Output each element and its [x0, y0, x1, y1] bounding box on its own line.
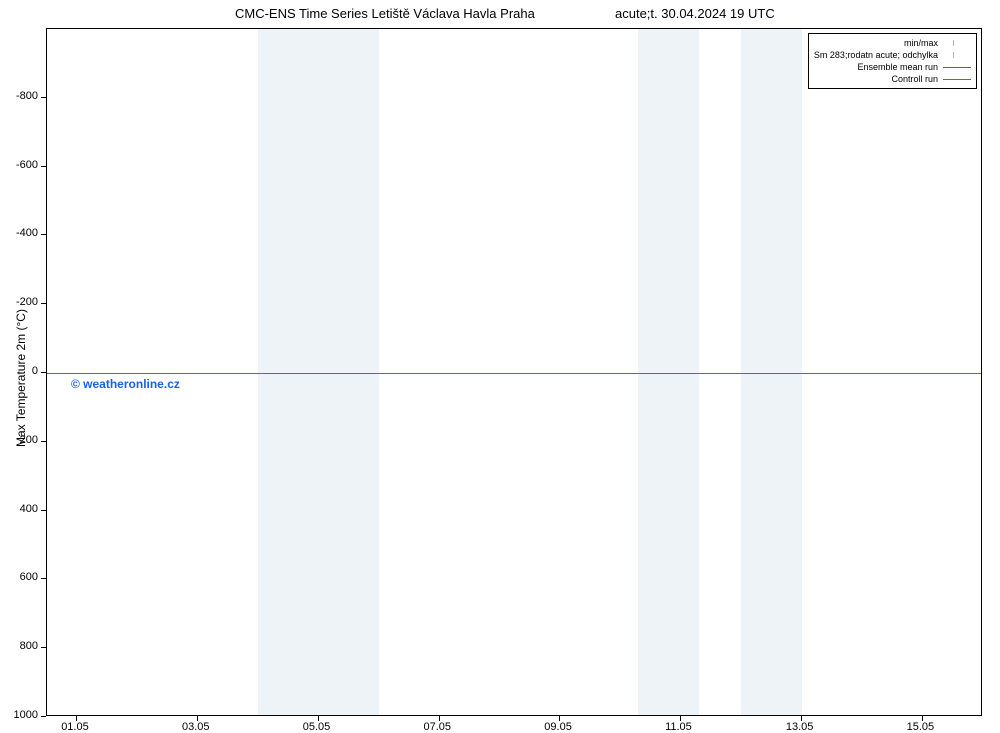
y-tick-label: -800 [16, 90, 38, 102]
x-tick-label: 15.05 [907, 721, 935, 733]
legend: min/max Sm 283;rodatn acute; odchylka Ense… [808, 33, 977, 89]
y-tick-mark [41, 234, 46, 235]
legend-item: Controll run [814, 73, 971, 85]
y-tick-label: 400 [20, 503, 38, 515]
chart-container: CMC-ENS Time Series Letiště Václava Havl… [0, 0, 1000, 733]
x-tick-mark [559, 716, 560, 721]
y-tick-mark [41, 166, 46, 167]
y-tick-mark [41, 578, 46, 579]
legend-label: min/max [904, 38, 943, 48]
x-tick-label: 03.05 [182, 721, 210, 733]
x-tick-mark [439, 716, 440, 721]
x-tick-label: 05.05 [303, 721, 331, 733]
legend-swatch [943, 62, 971, 72]
legend-item: Sm 283;rodatn acute; odchylka [814, 49, 971, 61]
x-tick-mark [318, 716, 319, 721]
y-tick-label: 800 [20, 640, 38, 652]
y-tick-label: 600 [20, 571, 38, 583]
plot-area: min/max Sm 283;rodatn acute; odchylka Ense… [46, 28, 982, 716]
legend-item: min/max [814, 37, 971, 49]
x-tick-mark [680, 716, 681, 721]
y-tick-label: 0 [32, 365, 38, 377]
y-tick-mark [41, 372, 46, 373]
y-tick-mark [41, 97, 46, 98]
x-tick-mark [76, 716, 77, 721]
chart-title-right: acute;t. 30.04.2024 19 UTC [615, 6, 775, 21]
legend-item: Ensemble mean run [814, 61, 971, 73]
x-tick-mark [922, 716, 923, 721]
x-tick-label: 11.05 [665, 721, 692, 733]
y-tick-mark [41, 303, 46, 304]
y-tick-label: -200 [16, 296, 38, 308]
y-tick-mark [41, 716, 46, 717]
legend-swatch [943, 50, 971, 60]
x-tick-label: 13.05 [786, 721, 814, 733]
y-tick-label: 1000 [14, 709, 38, 721]
y-tick-label: -400 [16, 227, 38, 239]
x-tick-label: 09.05 [544, 721, 572, 733]
y-tick-mark [41, 510, 46, 511]
legend-label: Controll run [891, 74, 943, 84]
chart-title-left: CMC-ENS Time Series Letiště Václava Havl… [235, 6, 535, 21]
shaded-band [638, 29, 698, 715]
legend-label: Ensemble mean run [857, 62, 943, 72]
y-tick-label: 200 [20, 434, 38, 446]
y-tick-mark [41, 441, 46, 442]
shaded-band [741, 29, 801, 715]
series-line [47, 373, 981, 374]
x-tick-label: 07.05 [424, 721, 452, 733]
y-tick-mark [41, 647, 46, 648]
y-tick-label: -600 [16, 159, 38, 171]
x-tick-mark [801, 716, 802, 721]
legend-swatch [943, 74, 971, 84]
y-axis-label: Max Temperature 2m (°C) [14, 309, 28, 447]
x-tick-mark [197, 716, 198, 721]
legend-label: Sm 283;rodatn acute; odchylka [814, 50, 943, 60]
watermark: © weatheronline.cz [71, 377, 180, 391]
shaded-band [258, 29, 379, 715]
legend-swatch [943, 38, 971, 48]
x-tick-label: 01.05 [61, 721, 89, 733]
